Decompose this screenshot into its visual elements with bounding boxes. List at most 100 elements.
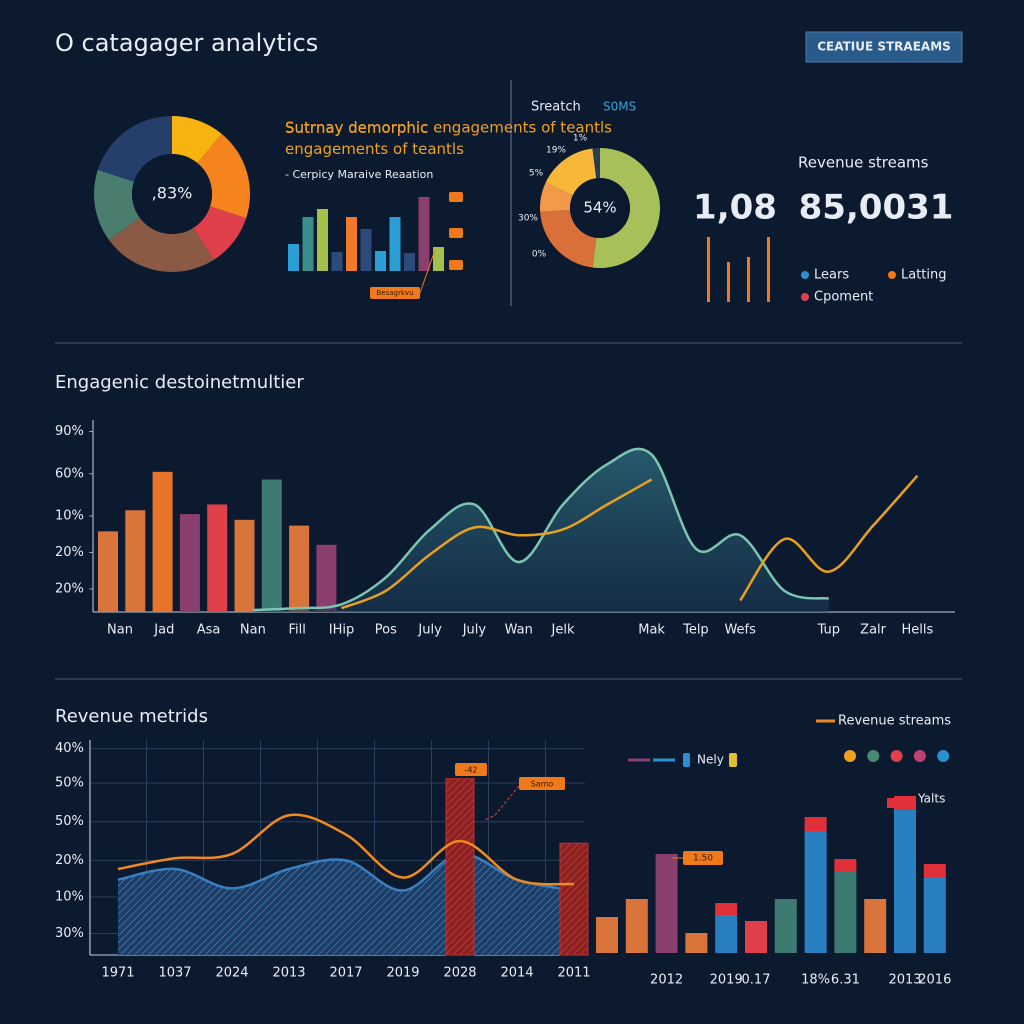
x-tick-label: 2016 — [918, 973, 951, 988]
x-tick-label: Wan — [505, 623, 533, 638]
bar — [179, 514, 200, 612]
y-tick-label: 10% — [55, 509, 84, 524]
bar — [346, 217, 357, 271]
bar — [152, 471, 173, 612]
pie-hole — [132, 154, 212, 234]
chart-title: Sutrnay demorphic engagements of teantls — [285, 119, 464, 158]
y-tick-label: 30% — [55, 926, 84, 941]
legend-label: Latting — [901, 268, 947, 283]
section-title: Revenue metrids — [55, 706, 208, 727]
x-tick-label: Telp — [682, 623, 709, 638]
button-label: CEATIUE STRAEAMS — [817, 40, 951, 54]
chart-title: Sreatch — [531, 100, 581, 115]
x-tick-label: Pos — [375, 623, 397, 638]
bar — [625, 899, 648, 953]
pie-hole — [570, 178, 630, 238]
bar — [125, 510, 146, 612]
bar — [747, 257, 750, 302]
x-tick-label: Jad — [153, 623, 174, 638]
legend-dot — [890, 750, 903, 762]
bar — [804, 817, 827, 831]
y-tick-label: 50% — [55, 776, 84, 791]
legend-dot — [844, 750, 856, 762]
x-tick-label: July — [462, 623, 487, 638]
bar — [288, 244, 299, 271]
side-label: 1% — [573, 134, 588, 144]
callout-label: -42 — [464, 766, 477, 775]
x-tick-label: 6.31 — [831, 973, 860, 988]
bar — [433, 247, 444, 271]
x-tick-label: 2014 — [500, 966, 533, 981]
bar — [727, 262, 730, 302]
legend-label: Lears — [814, 268, 849, 283]
bar — [834, 872, 857, 953]
legend-label: Cpoment — [814, 290, 873, 305]
side-label: 30% — [518, 214, 538, 224]
section-title: Engagenic destoinetmultier — [55, 372, 304, 393]
legend-label: Revenue streams — [838, 714, 951, 729]
callout-box — [370, 287, 420, 299]
bar — [923, 878, 946, 953]
callout-label: 1.50 — [693, 854, 713, 864]
legend-swatch — [683, 753, 690, 767]
pie-slice — [97, 116, 172, 182]
side-label: 0% — [532, 250, 547, 260]
bar — [707, 237, 710, 302]
bar — [289, 525, 310, 612]
bar — [445, 778, 475, 956]
x-tick-label: 2019 — [386, 966, 419, 981]
y-tick-label: 10% — [55, 889, 84, 904]
pie-slice — [540, 182, 573, 212]
center-label: ,83% — [152, 184, 193, 203]
x-tick-label: Jelk — [551, 623, 575, 638]
area-line — [117, 852, 575, 892]
y-tick-label: 20% — [55, 853, 84, 868]
legend-swatch — [801, 271, 809, 279]
x-tick-label: 0.17 — [742, 973, 771, 988]
line — [341, 474, 919, 610]
bar — [715, 903, 738, 915]
pie-slice — [545, 148, 597, 196]
x-tick-label: 1971 — [101, 966, 134, 981]
callout-box — [449, 228, 463, 238]
bar — [767, 237, 770, 302]
title-line: Sutrnay demorphic — [285, 119, 428, 137]
bar — [98, 531, 118, 612]
bar — [715, 915, 738, 953]
x-tick-label: 2013 — [272, 966, 305, 981]
bar — [864, 899, 887, 953]
legend-swatch — [888, 271, 896, 279]
pie-slice — [197, 133, 250, 219]
callout-box — [683, 851, 723, 865]
x-tick-label: Mak — [638, 623, 665, 638]
legend-dot — [867, 750, 880, 762]
kpi-title: Revenue streams — [798, 154, 929, 172]
chart-subtitle: S0MS — [603, 100, 636, 114]
x-tick-label: 18% — [801, 973, 830, 988]
callout-box — [449, 192, 463, 202]
y-tick-label: 20% — [55, 545, 84, 560]
bar — [834, 859, 857, 872]
bar — [804, 831, 827, 953]
bar — [559, 842, 589, 956]
bar — [302, 217, 314, 271]
callout-box — [449, 260, 463, 270]
x-tick-label: 1037 — [158, 966, 191, 981]
kpi-value: 1,08 — [693, 188, 777, 228]
legend-dot — [937, 750, 950, 762]
bar — [316, 544, 337, 612]
callout-label: Besagrkvu — [377, 289, 414, 297]
x-tick-label: 2019 — [710, 973, 743, 988]
callout-label: Samo — [531, 780, 554, 789]
x-tick-label: 2012 — [650, 973, 683, 988]
title-line: engagements of teantls — [285, 140, 464, 158]
callout-box — [455, 763, 487, 776]
bar — [317, 209, 328, 271]
x-tick-label: 2024 — [215, 966, 248, 981]
button[interactable] — [805, 31, 963, 63]
kpi-value: 85,0031 — [799, 188, 954, 228]
bar — [685, 933, 708, 953]
legend-label: Yalts — [917, 792, 945, 806]
pie-slice — [592, 148, 600, 179]
bar — [389, 217, 401, 271]
